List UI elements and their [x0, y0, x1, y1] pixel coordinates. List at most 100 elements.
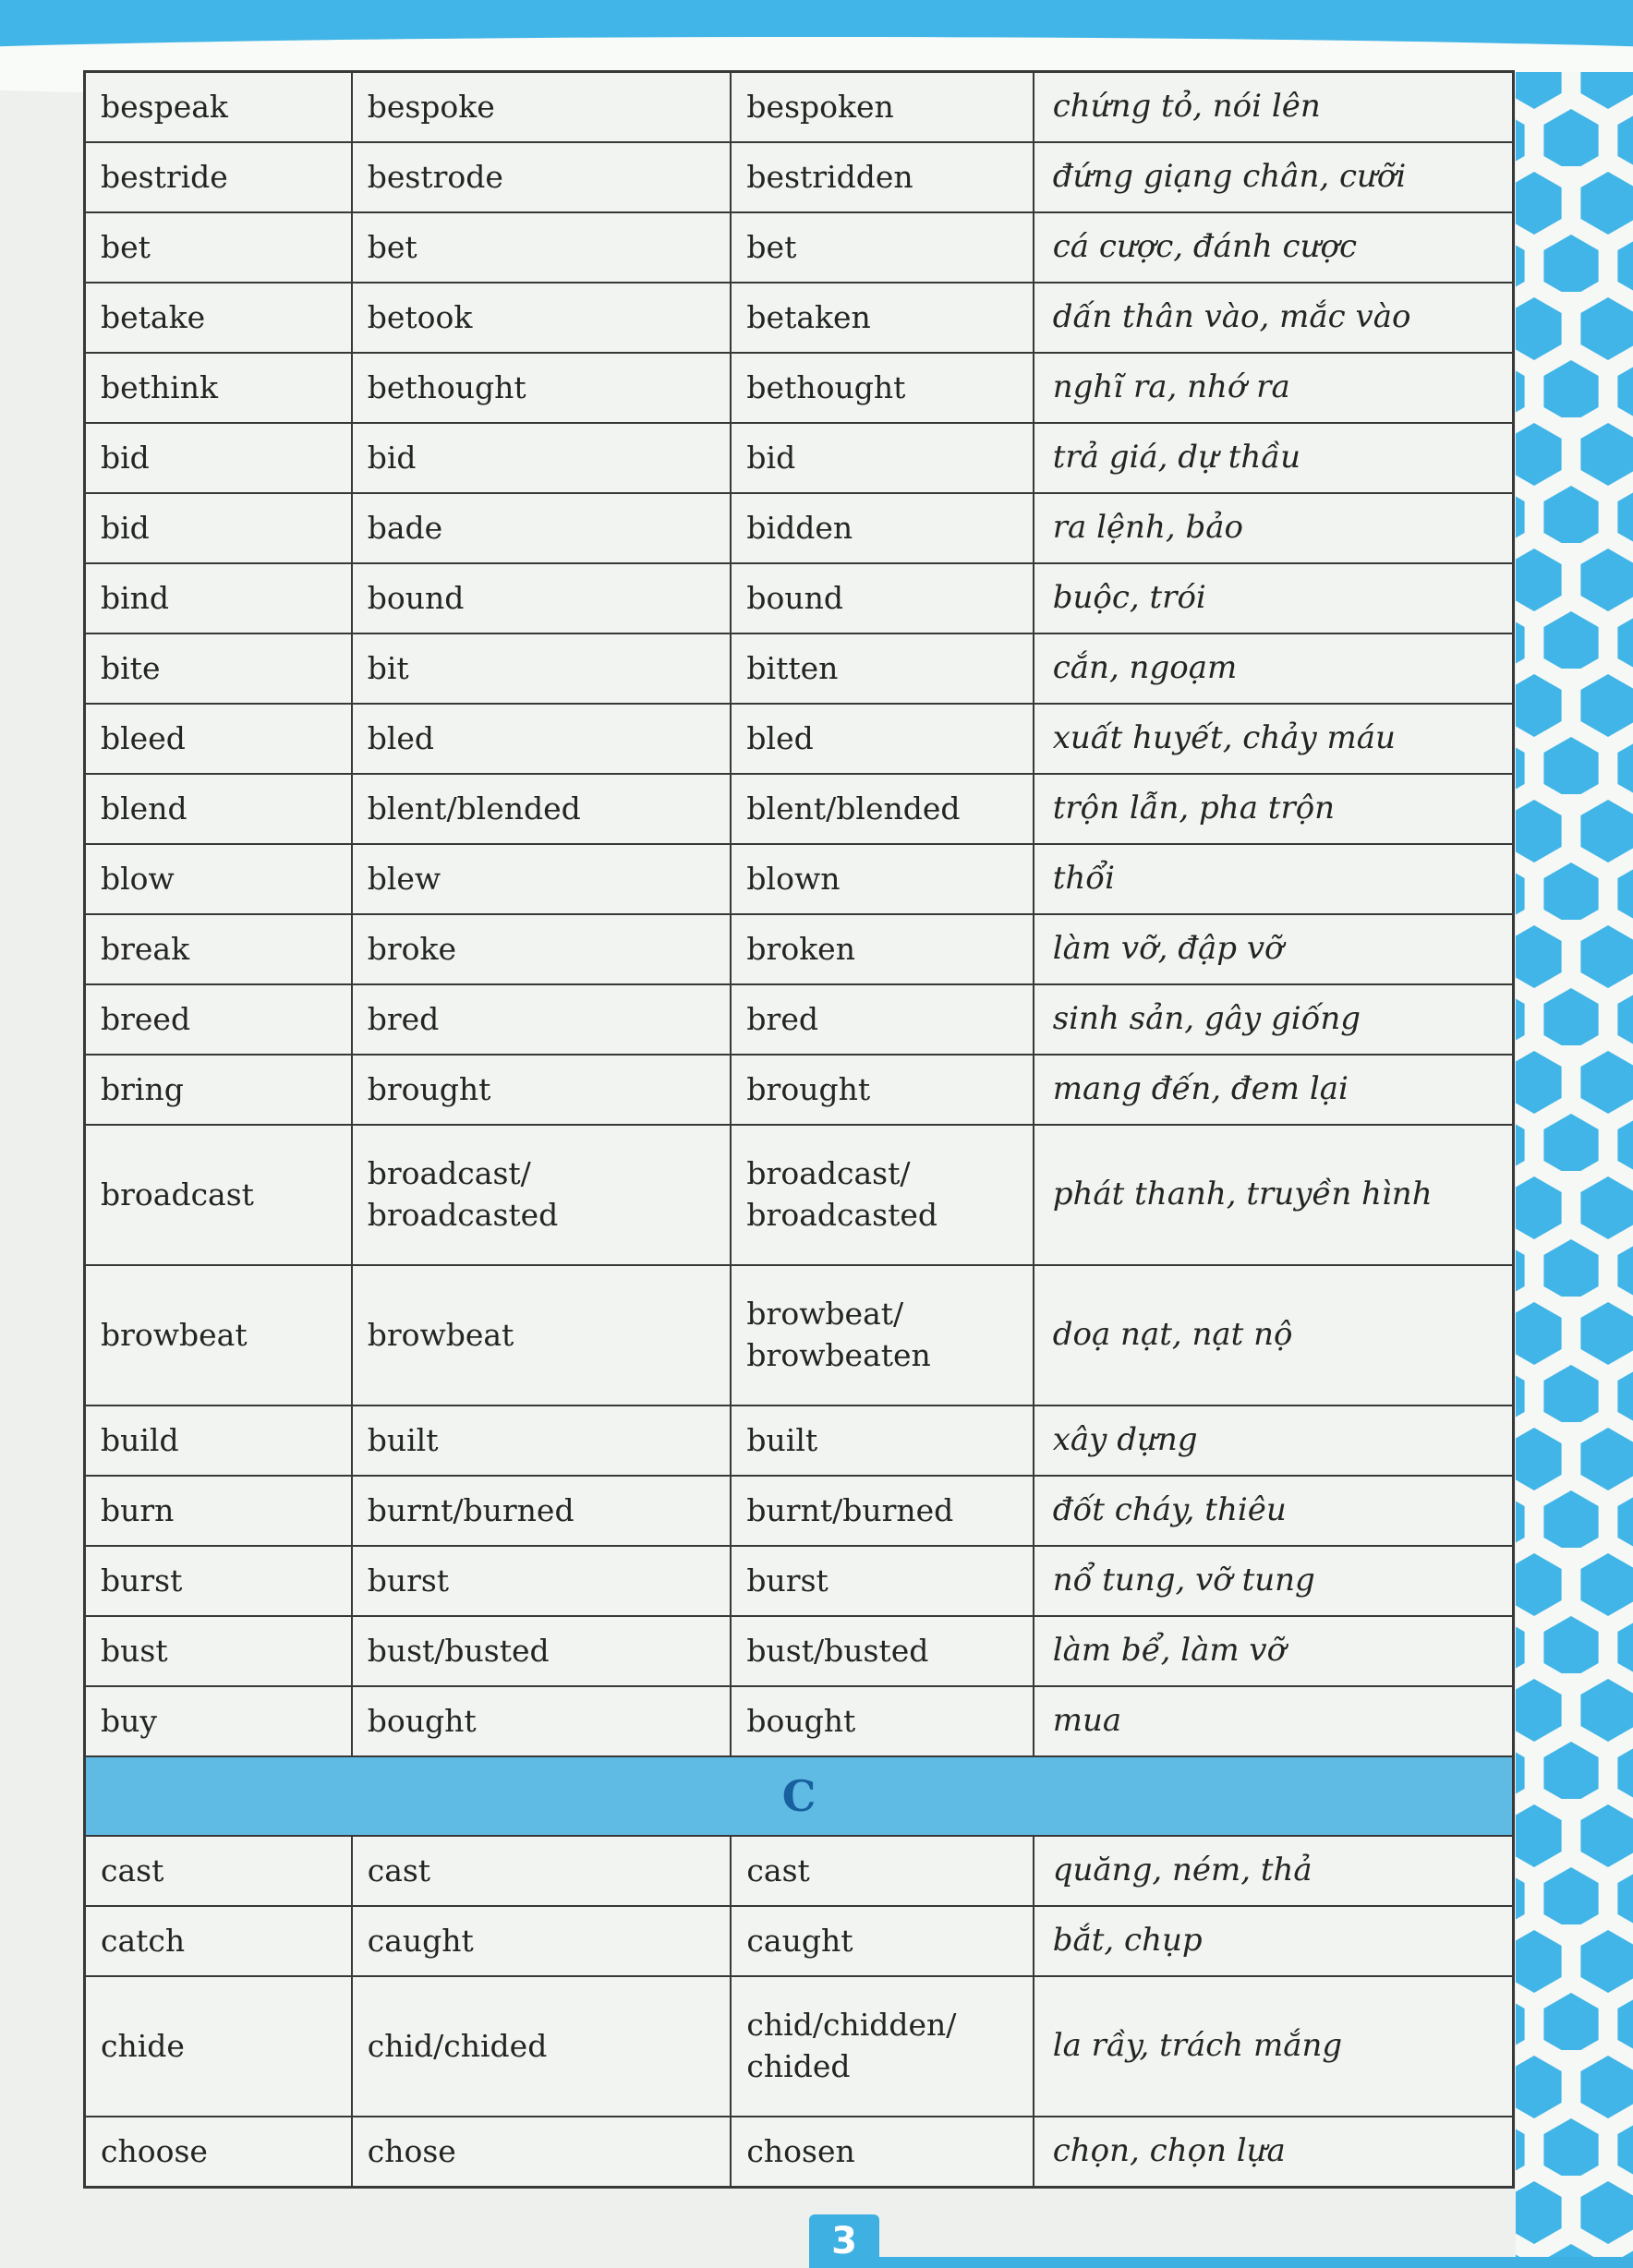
base-form: betake	[86, 284, 353, 352]
verb-row: burst burst burst nổ tung, vỡ tung	[86, 1547, 1512, 1617]
verb-row: bleed bled bled xuất huyết, chảy máu	[86, 705, 1512, 775]
past-participle: bred	[732, 985, 1034, 1054]
past-participle: bitten	[732, 634, 1034, 703]
past-participle: bound	[732, 564, 1034, 633]
verb-row: break broke broken làm vỡ, đập vỡ	[86, 915, 1512, 985]
meaning-vietnamese: nghĩ ra, nhớ ra	[1052, 368, 1290, 406]
verb-row: catch caught caught bắt, chụp	[86, 1907, 1512, 1977]
past-simple: browbeat	[353, 1266, 732, 1405]
meaning-vietnamese: quăng, ném, thả	[1052, 1852, 1312, 1889]
irregular-verbs-table: bespeak bespoke bespoken chứng tỏ, nói lên b…	[83, 70, 1515, 2189]
meaning-vietnamese: doạ nạt, nạt nộ	[1052, 1316, 1293, 1354]
verb-row: browbeat browbeat browbeat/ browbeaten doạ …	[86, 1266, 1512, 1406]
meaning-vietnamese: ra lệnh, bảo	[1052, 509, 1243, 547]
verb-row: bet bet bet cá cược, đánh cược	[86, 213, 1512, 284]
meaning-vietnamese: xuất huyết, chảy máu	[1052, 719, 1396, 757]
verb-row: bid bid bid trả giá, dự thầu	[86, 424, 1512, 494]
meaning-vietnamese: bắt, chụp	[1052, 1922, 1203, 1960]
past-participle: built	[732, 1406, 1034, 1475]
base-form: choose	[86, 2117, 353, 2186]
past-simple: bethought	[353, 354, 732, 422]
page-number-badge: 3	[809, 2214, 879, 2268]
past-simple: chose	[353, 2117, 732, 2186]
past-simple: bid	[353, 424, 732, 492]
base-form: buy	[86, 1687, 353, 1755]
base-form: burn	[86, 1477, 353, 1545]
past-simple: bred	[353, 985, 732, 1054]
verb-row: choose chose chosen chọn, chọn lựa	[86, 2117, 1512, 2186]
base-form: break	[86, 915, 353, 983]
past-simple: cast	[353, 1837, 732, 1905]
meaning-vietnamese: la rầy, trách mắng	[1052, 2027, 1343, 2065]
past-participle: broadcast/ broadcasted	[732, 1126, 1034, 1264]
section-header-row: C	[86, 1757, 1512, 1837]
past-simple: broke	[353, 915, 732, 983]
verb-row: bring brought brought mang đến, đem lại	[86, 1056, 1512, 1126]
past-simple: bade	[353, 494, 732, 562]
past-simple: bestrode	[353, 143, 732, 211]
meaning-vietnamese: chứng tỏ, nói lên	[1052, 88, 1321, 126]
meaning-vietnamese: xây dựng	[1052, 1421, 1198, 1459]
verb-row: bind bound bound buộc, trói	[86, 564, 1512, 634]
verb-row: breed bred bred sinh sản, gây giống	[86, 985, 1512, 1056]
base-form: build	[86, 1406, 353, 1475]
past-participle: burnt/burned	[732, 1477, 1034, 1545]
base-form: bring	[86, 1056, 353, 1124]
base-form: bestride	[86, 143, 353, 211]
meaning-vietnamese: dấn thân vào, mắc vào	[1052, 298, 1411, 336]
verb-row: bust bust/busted bust/busted làm bể, làm vỡ	[86, 1617, 1512, 1687]
past-participle: bethought	[732, 354, 1034, 422]
meaning-vietnamese: trộn lẫn, pha trộn	[1052, 790, 1336, 827]
past-simple: bled	[353, 705, 732, 773]
verb-row: build built built xây dựng	[86, 1406, 1512, 1477]
meaning-vietnamese: thổi	[1052, 860, 1115, 898]
verb-row: bid bade bidden ra lệnh, bảo	[86, 494, 1512, 564]
past-simple: burst	[353, 1547, 732, 1615]
meaning-vietnamese: đứng giạng chân, cưỡi	[1052, 158, 1407, 196]
verb-row: blow blew blown thổi	[86, 845, 1512, 915]
base-form: breed	[86, 985, 353, 1054]
verb-row: buy bought bought mua	[86, 1687, 1512, 1757]
past-simple: bought	[353, 1687, 732, 1755]
meaning-vietnamese: phát thanh, truyền hình	[1052, 1176, 1433, 1213]
meaning-vietnamese: buộc, trói	[1052, 579, 1206, 617]
past-simple: bound	[353, 564, 732, 633]
base-form: bid	[86, 494, 353, 562]
past-participle: blent/blended	[732, 775, 1034, 843]
verb-row: blend blent/blended blent/blended trộn lẫn,…	[86, 775, 1512, 845]
verb-row: bethink bethought bethought nghĩ ra, nhớ ra	[86, 354, 1512, 424]
base-form: broadcast	[86, 1126, 353, 1264]
past-participle: cast	[732, 1837, 1034, 1905]
verb-row: chide chid/chided chid/chidden/ chided la r…	[86, 1977, 1512, 2117]
verb-row: cast cast cast quăng, ném, thả	[86, 1837, 1512, 1907]
past-participle: burst	[732, 1547, 1034, 1615]
bottom-blue-band	[879, 2257, 1633, 2268]
past-participle: bid	[732, 424, 1034, 492]
base-form: bleed	[86, 705, 353, 773]
past-simple: brought	[353, 1056, 732, 1124]
past-participle: brought	[732, 1056, 1034, 1124]
meaning-vietnamese: mang đến, đem lại	[1052, 1070, 1349, 1108]
past-participle: broken	[732, 915, 1034, 983]
past-participle: bespoken	[732, 73, 1034, 141]
past-simple: broadcast/ broadcasted	[353, 1126, 732, 1264]
base-form: bet	[86, 213, 353, 282]
base-form: bind	[86, 564, 353, 633]
meaning-vietnamese: đốt cháy, thiêu	[1052, 1491, 1287, 1529]
past-participle: bestridden	[732, 143, 1034, 211]
base-form: blow	[86, 845, 353, 913]
past-simple: bust/busted	[353, 1617, 732, 1685]
page-number: 3	[831, 2220, 857, 2262]
past-simple: bet	[353, 213, 732, 282]
meaning-vietnamese: trả giá, dự thầu	[1052, 439, 1301, 477]
meaning-vietnamese: mua	[1052, 1702, 1122, 1740]
past-simple: caught	[353, 1907, 732, 1975]
past-participle: bust/busted	[732, 1617, 1034, 1685]
past-simple: chid/chided	[353, 1977, 732, 2116]
past-participle: browbeat/ browbeaten	[732, 1266, 1034, 1405]
meaning-vietnamese: sinh sản, gây giống	[1052, 1000, 1361, 1038]
verb-row: bestride bestrode bestridden đứng giạng châ…	[86, 143, 1512, 213]
past-participle: caught	[732, 1907, 1034, 1975]
honeycomb-pattern	[1516, 72, 1633, 2268]
